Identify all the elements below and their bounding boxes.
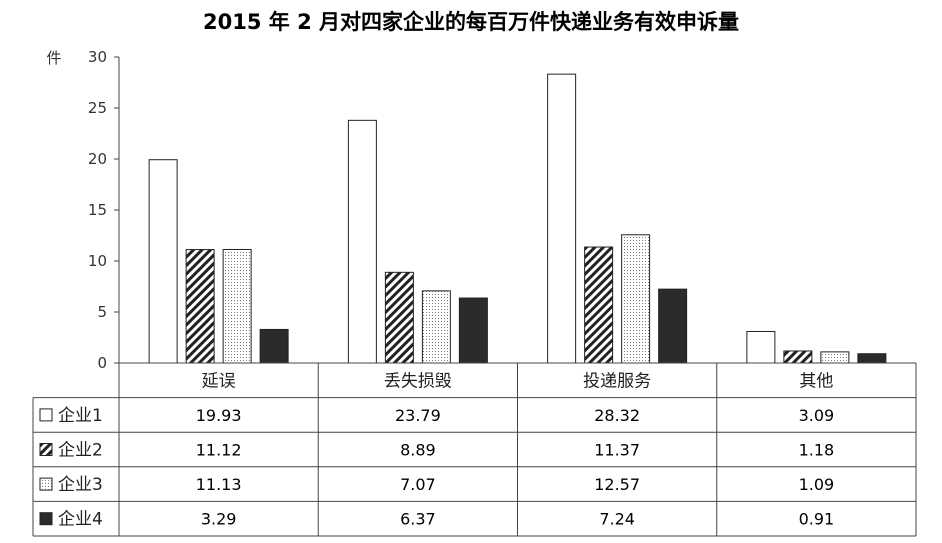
bar bbox=[421, 290, 451, 364]
legend-label: 企业1 bbox=[58, 406, 103, 426]
y-tick-label: 25 bbox=[88, 99, 107, 117]
bar bbox=[458, 297, 488, 364]
bar bbox=[148, 159, 178, 364]
y-tick-label: 30 bbox=[88, 48, 107, 66]
data-label: 1.18 bbox=[799, 441, 835, 460]
bar bbox=[584, 246, 614, 364]
legend-label: 企业3 bbox=[58, 475, 103, 495]
y-tick-label: 15 bbox=[88, 201, 107, 219]
data-label: 12.57 bbox=[594, 475, 640, 494]
data-label: 7.07 bbox=[400, 475, 436, 494]
bars-layer bbox=[148, 73, 887, 364]
category-label: 投递服务 bbox=[583, 371, 651, 391]
data-label: 7.24 bbox=[599, 510, 635, 529]
data-label: 3.29 bbox=[201, 510, 237, 529]
data-label: 6.37 bbox=[400, 510, 436, 529]
legend-label: 企业2 bbox=[58, 441, 103, 461]
bar bbox=[621, 234, 651, 364]
bar bbox=[185, 249, 215, 364]
bar bbox=[783, 350, 813, 364]
legend-swatch bbox=[39, 408, 53, 422]
category-label: 延误 bbox=[202, 371, 236, 391]
data-label: 0.91 bbox=[799, 510, 835, 529]
legend-swatch bbox=[39, 512, 53, 526]
bar bbox=[746, 330, 776, 364]
bar bbox=[259, 328, 289, 364]
bar bbox=[658, 288, 688, 364]
data-label: 3.09 bbox=[799, 406, 835, 425]
bar bbox=[820, 351, 850, 364]
legend-label: 企业4 bbox=[58, 510, 103, 530]
bar bbox=[222, 248, 252, 364]
legend-swatch bbox=[39, 477, 53, 491]
bar bbox=[857, 353, 887, 364]
bar bbox=[547, 73, 577, 364]
axes-layer: 0 5 10 15 20 25 30 件 bbox=[46, 48, 120, 372]
bar bbox=[384, 271, 414, 364]
y-tick-label: 10 bbox=[88, 252, 107, 270]
data-label: 11.37 bbox=[594, 441, 640, 460]
data-label: 19.93 bbox=[196, 406, 242, 425]
data-label: 28.32 bbox=[594, 406, 640, 425]
legend-swatch bbox=[39, 443, 53, 456]
data-label: 8.89 bbox=[400, 441, 436, 460]
chart-title: 2015 年 2 月对四家企业的每百万件快递业务有效申诉量 bbox=[203, 10, 739, 34]
data-label: 11.13 bbox=[196, 475, 242, 494]
bar bbox=[347, 119, 377, 364]
y-tick-label: 0 bbox=[97, 354, 107, 372]
y-tick-label: 20 bbox=[88, 150, 107, 168]
data-label: 1.09 bbox=[799, 475, 835, 494]
data-label: 23.79 bbox=[395, 406, 441, 425]
category-label: 丢失损毁 bbox=[384, 371, 452, 391]
category-label: 其他 bbox=[799, 371, 833, 391]
data-label: 11.12 bbox=[196, 441, 242, 460]
y-tick-label: 5 bbox=[97, 303, 107, 321]
y-axis-label: 件 bbox=[46, 49, 61, 67]
